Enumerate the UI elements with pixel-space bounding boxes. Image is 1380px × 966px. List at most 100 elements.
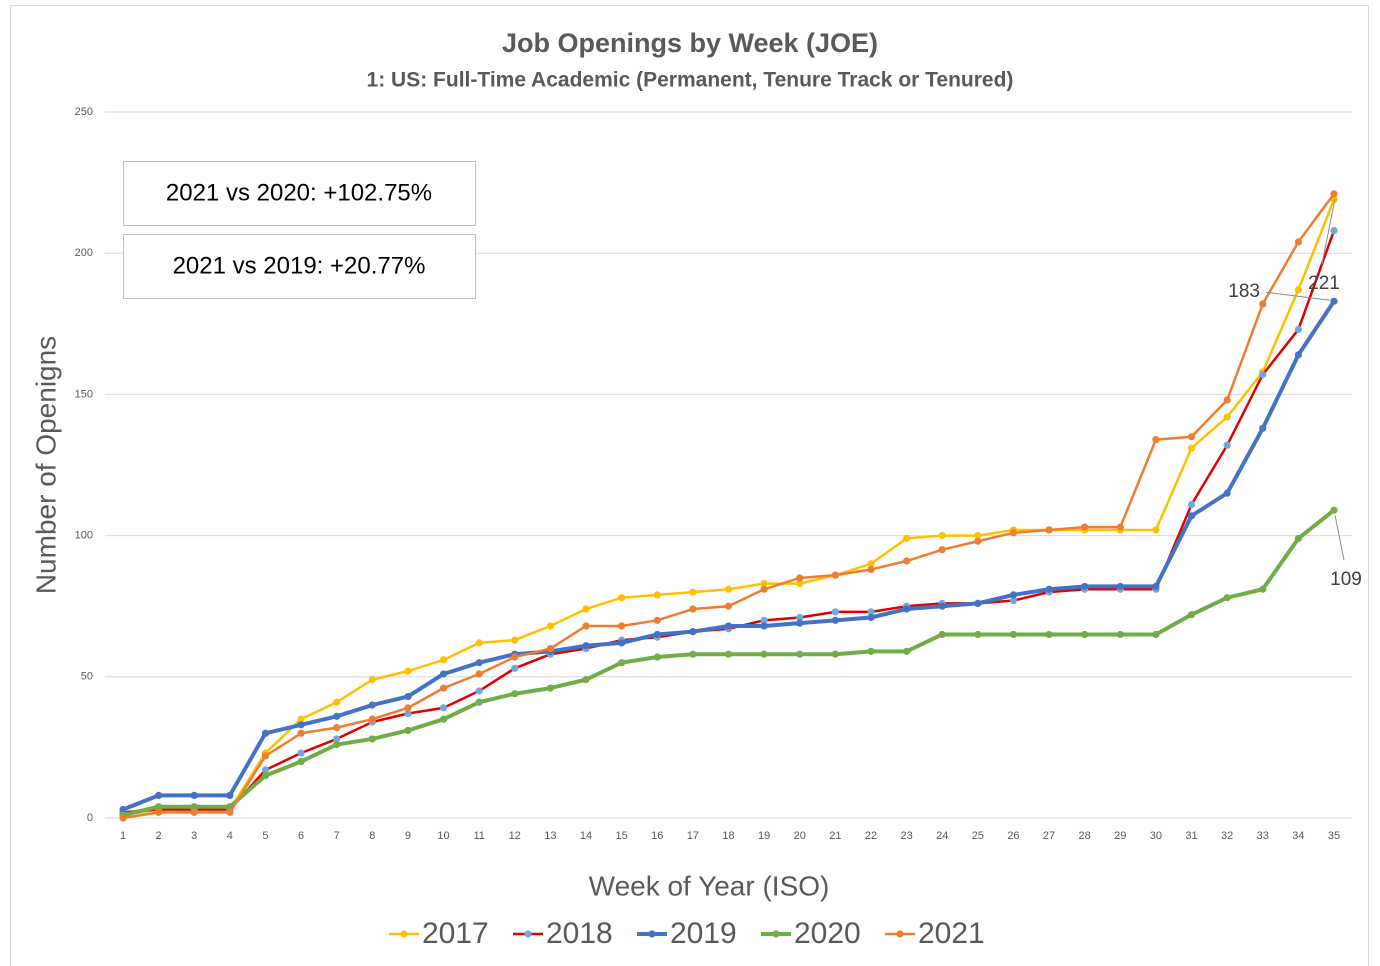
x-tick-label: 13	[544, 830, 556, 842]
data-point	[618, 639, 626, 647]
x-tick-label: 27	[1043, 830, 1055, 842]
data-point	[1045, 526, 1053, 534]
legend-label: 2018	[546, 917, 613, 950]
x-tick-label: 11	[473, 830, 484, 842]
data-point	[867, 613, 875, 622]
data-point	[1081, 523, 1089, 531]
data-point	[1259, 300, 1267, 308]
data-point	[439, 684, 448, 692]
data-point	[1259, 585, 1267, 593]
legend-marker	[648, 930, 656, 938]
data-point	[297, 729, 305, 737]
data-point	[831, 650, 839, 658]
leader-line	[1321, 198, 1336, 264]
data-point	[1009, 630, 1018, 639]
x-tick-label: 28	[1079, 830, 1091, 842]
x-tick-label: 31	[1185, 830, 1197, 842]
legend-marker	[524, 930, 532, 938]
data-point	[724, 585, 733, 593]
data-point	[1187, 433, 1196, 441]
legend-label: 2021	[918, 917, 985, 950]
data-point	[226, 791, 234, 800]
data-point	[867, 565, 875, 574]
data-point	[831, 608, 839, 616]
data-point	[368, 676, 376, 684]
x-tick-label: 5	[262, 830, 268, 842]
data-point	[1116, 630, 1124, 639]
y-tick-label: 50	[81, 671, 93, 683]
x-tick-label: 21	[829, 830, 841, 842]
x-tick-label: 23	[900, 830, 912, 842]
x-tick-label: 2	[156, 830, 162, 842]
data-point	[261, 772, 270, 780]
data-point	[439, 670, 448, 678]
data-point	[760, 616, 768, 624]
data-point	[333, 698, 341, 706]
x-tick-label: 32	[1221, 830, 1233, 842]
legend-marker	[400, 930, 408, 938]
data-point	[796, 580, 804, 588]
data-point	[439, 704, 448, 712]
data-point	[1116, 523, 1124, 531]
data-point	[902, 605, 911, 613]
data-point	[1223, 441, 1231, 449]
data-point	[938, 532, 946, 540]
data-point	[1045, 630, 1053, 639]
data-label: 183	[1228, 281, 1260, 302]
data-point	[404, 704, 412, 712]
data-point	[261, 766, 270, 774]
data-point	[1294, 286, 1302, 294]
x-tick-label: 29	[1114, 830, 1126, 842]
x-axis-label: Week of Year (ISO)	[589, 870, 830, 901]
data-point	[1223, 594, 1231, 602]
data-point	[1152, 526, 1160, 534]
x-tick-label: 33	[1257, 830, 1269, 842]
leader-line	[1265, 291, 1331, 301]
data-point	[368, 715, 376, 723]
data-point	[546, 684, 555, 692]
data-point	[1152, 435, 1160, 444]
data-point	[297, 715, 305, 723]
data-point	[1330, 297, 1338, 305]
data-point	[831, 616, 839, 624]
x-tick-label: 20	[794, 830, 806, 842]
data-point	[1259, 371, 1267, 379]
x-tick-label: 22	[865, 830, 877, 842]
data-point	[1081, 582, 1089, 591]
data-point	[760, 650, 768, 658]
data-point	[582, 642, 590, 650]
data-point	[867, 560, 875, 568]
data-point	[1187, 500, 1196, 509]
data-point	[439, 656, 448, 664]
data-point	[404, 667, 412, 675]
data-point	[796, 613, 804, 622]
x-tick-label: 17	[687, 830, 699, 842]
data-point	[724, 602, 733, 610]
data-label: 221	[1308, 273, 1340, 294]
data-point	[653, 591, 661, 599]
x-tick-label: 35	[1328, 830, 1340, 842]
data-point	[796, 650, 804, 658]
y-axis-label: Number of Openigns	[30, 336, 61, 594]
data-point	[1045, 585, 1053, 593]
data-point	[475, 698, 483, 706]
chart-frame	[10, 5, 1369, 966]
data-point	[333, 724, 341, 732]
data-point	[902, 557, 911, 565]
data-point	[689, 605, 697, 613]
annotation-text: 2021 vs 2020: +102.75%	[166, 179, 432, 206]
data-point	[511, 653, 519, 661]
data-point	[653, 653, 661, 661]
legend-marker	[896, 930, 904, 938]
annotation-box	[123, 161, 476, 226]
data-point	[974, 599, 982, 607]
data-point	[724, 650, 733, 658]
leader-line	[1334, 515, 1345, 561]
data-point	[689, 588, 697, 596]
data-point	[974, 532, 982, 540]
data-point	[368, 701, 376, 709]
x-tick-label: 10	[437, 830, 449, 842]
x-tick-label: 3	[191, 830, 197, 842]
x-tick-label: 1	[120, 830, 126, 842]
